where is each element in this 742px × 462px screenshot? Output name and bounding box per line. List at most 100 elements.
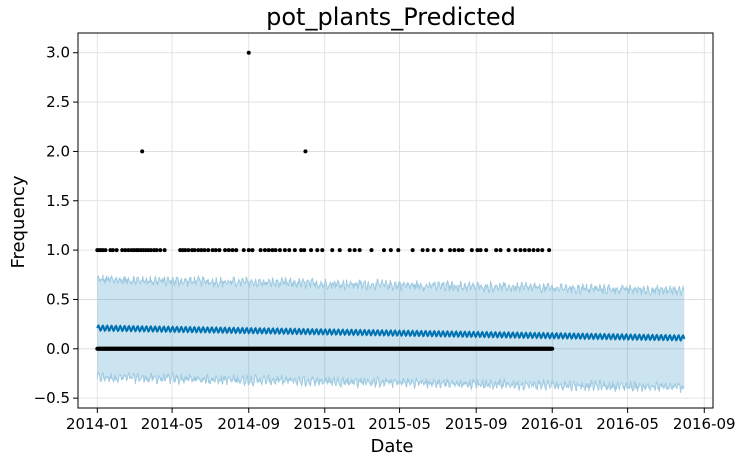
uncertainty-lower-edge: [96, 371, 685, 393]
observed-point-one: [192, 248, 197, 253]
x-tick-label: 2014-05: [141, 415, 204, 433]
observed-point-one: [114, 248, 119, 253]
uncertainty-area: [97, 274, 685, 393]
observed-point-one: [206, 248, 211, 253]
x-tick-label: 2014-01: [66, 415, 129, 433]
observed-point-one: [183, 248, 188, 253]
observed-point-one: [292, 248, 297, 253]
observed-point-one: [154, 248, 159, 253]
observed-point-one: [439, 248, 444, 253]
x-tick-label: 2016-01: [521, 415, 584, 433]
x-tick-label: 2015-01: [293, 415, 356, 433]
observed-point-one: [320, 248, 325, 253]
observed-point-one: [226, 248, 231, 253]
observed-point-one: [202, 248, 207, 253]
observed-point-one: [103, 248, 108, 253]
y-axis-label: Frequency: [8, 175, 29, 268]
observed-point-one: [110, 248, 115, 253]
observed-point-one: [475, 248, 480, 253]
x-axis-ticks: 2014-01 2014-05 2014-09 2015-01 2015-05 2015-…: [66, 408, 736, 433]
observed-point-one: [494, 248, 499, 253]
observed-point: [246, 50, 251, 55]
observed-point-one: [162, 248, 167, 253]
observed-point-one: [448, 248, 453, 253]
observed-point-one: [258, 248, 263, 253]
observed-point-one: [347, 248, 352, 253]
observed-point-one: [506, 248, 511, 253]
observed-point-one: [230, 248, 235, 253]
observed-point-one: [498, 248, 503, 253]
x-tick-label: 2014-09: [217, 415, 280, 433]
observed-point-one: [330, 248, 335, 253]
observed-point-one: [540, 248, 545, 253]
observed-point-one: [287, 248, 292, 253]
observed-point-one: [148, 248, 153, 253]
observed-point-one: [431, 248, 436, 253]
y-tick-label: −0.5: [34, 389, 70, 407]
y-tick-label: 0.5: [46, 290, 70, 308]
observed-point-one: [270, 248, 275, 253]
chart-title: pot_plants_Predicted: [266, 3, 516, 31]
y-tick-label: 2.5: [46, 93, 70, 111]
observed-point-one: [186, 248, 191, 253]
observed-point-one: [273, 248, 278, 253]
x-tick-label: 2016-05: [596, 415, 659, 433]
y-tick-label: 1.0: [46, 241, 70, 259]
y-tick-label: 0.0: [46, 340, 70, 358]
forecast-line: [96, 324, 686, 342]
uncertainty-upper-edge: [96, 274, 685, 296]
observed-point-zero: [550, 346, 555, 351]
observed-point: [303, 149, 308, 154]
observed-point-one: [513, 248, 518, 253]
observed-point-one: [388, 248, 393, 253]
plot-area: [78, 33, 713, 408]
observed-point-one: [262, 248, 267, 253]
observed-point-one: [352, 248, 357, 253]
observed-point-one: [266, 248, 271, 253]
observed-point-one: [535, 248, 540, 253]
observed-point-one: [456, 248, 461, 253]
observed-point-one: [547, 248, 552, 253]
observed-point-one: [369, 248, 374, 253]
observed-point-one: [518, 248, 523, 253]
observed-point-one: [217, 248, 222, 253]
x-axis-label: Date: [370, 436, 413, 457]
observed-point: [140, 149, 145, 154]
x-tick-label: 2015-05: [368, 415, 431, 433]
observed-point-one: [246, 248, 251, 253]
observed-point-one: [282, 248, 287, 253]
observed-point-one: [522, 248, 527, 253]
observed-point-one: [299, 248, 304, 253]
observed-point-one: [527, 248, 532, 253]
observed-point-one: [241, 248, 246, 253]
y-axis-ticks: −0.5 0.0 0.5 1.0 1.5 2.0 2.5 3.0: [34, 44, 78, 407]
y-tick-label: 2.0: [46, 142, 70, 160]
observed-point-one: [302, 248, 307, 253]
observed-point-one: [196, 248, 201, 253]
observed-point-one: [213, 248, 218, 253]
observed-point-one: [158, 248, 163, 253]
observed-point-one: [315, 248, 320, 253]
observed-point-one: [420, 248, 425, 253]
observed-point-one: [452, 248, 457, 253]
observed-point-one: [250, 248, 255, 253]
observed-point-one: [309, 248, 314, 253]
observed-point-one: [484, 248, 489, 253]
x-tick-label: 2016-09: [673, 415, 736, 433]
observed-point-one: [469, 248, 474, 253]
plot-frame: [77, 32, 714, 409]
observed-point-one: [210, 248, 215, 253]
observed-point-one: [223, 248, 228, 253]
y-tick-label: 3.0: [46, 44, 70, 62]
observed-point-one: [460, 248, 465, 253]
observed-points: [95, 50, 555, 351]
observed-point-one: [381, 248, 386, 253]
observed-point-one: [478, 248, 483, 253]
observed-point-one: [337, 248, 342, 253]
y-tick-label: 1.5: [46, 192, 70, 210]
observed-point-one: [277, 248, 282, 253]
observed-point-one: [357, 248, 362, 253]
observed-point-one: [410, 248, 415, 253]
observed-point-one: [126, 248, 131, 253]
